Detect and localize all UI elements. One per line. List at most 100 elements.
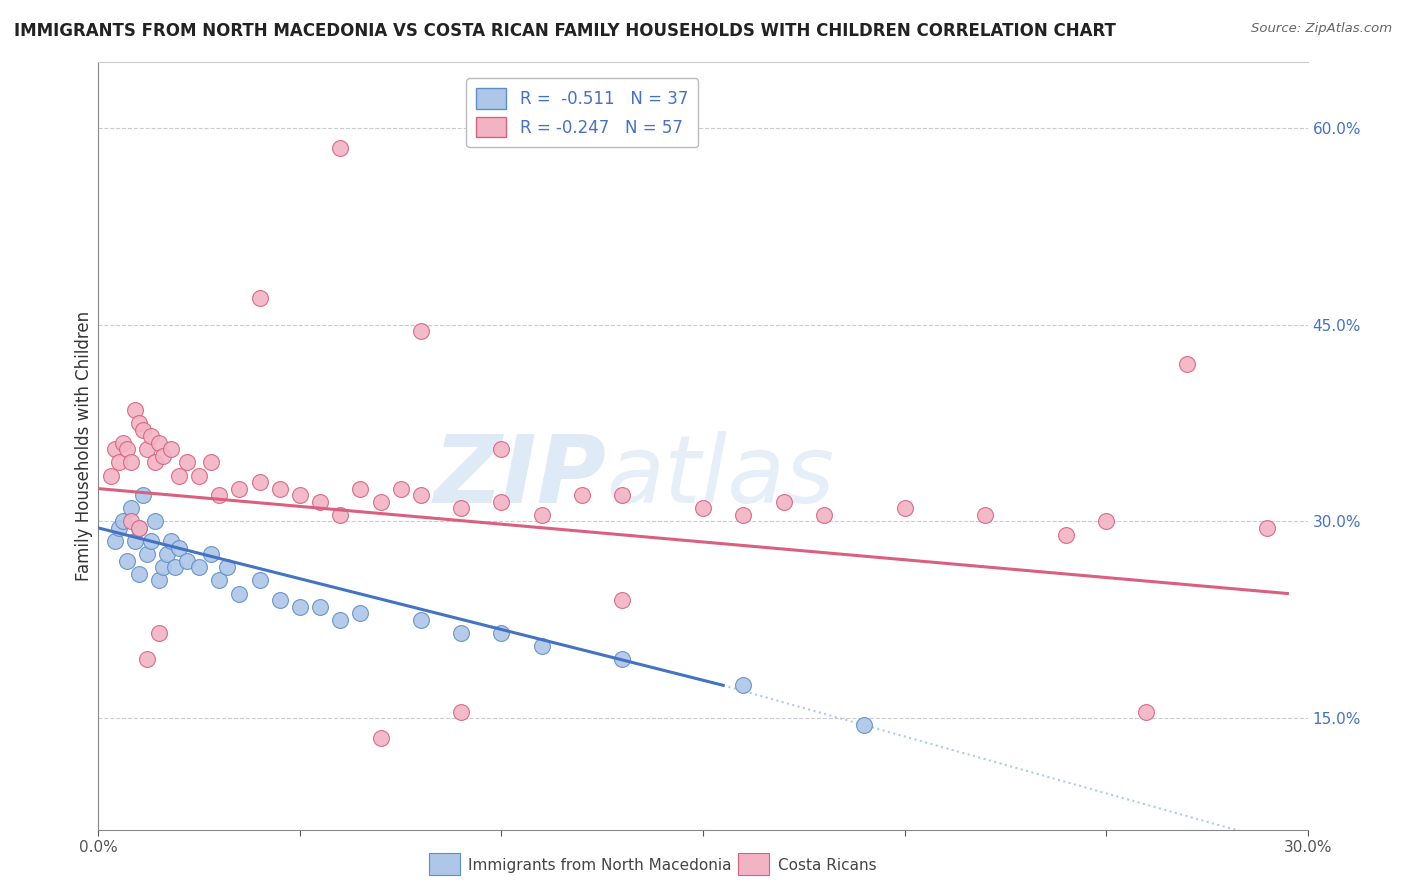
Point bbox=[329, 141, 352, 155]
Point bbox=[491, 442, 513, 457]
Point bbox=[288, 599, 311, 614]
Point bbox=[208, 488, 231, 502]
Point bbox=[111, 515, 134, 529]
Point bbox=[612, 652, 634, 666]
Point bbox=[409, 324, 432, 338]
Point bbox=[1095, 515, 1118, 529]
Point bbox=[349, 482, 371, 496]
Point bbox=[148, 435, 170, 450]
FancyBboxPatch shape bbox=[738, 853, 769, 875]
Point bbox=[491, 494, 513, 508]
Text: Immigrants from North Macedonia: Immigrants from North Macedonia bbox=[468, 857, 731, 872]
Point bbox=[228, 586, 250, 600]
Point bbox=[329, 508, 352, 522]
Point bbox=[530, 508, 553, 522]
Point bbox=[409, 488, 432, 502]
Point bbox=[120, 501, 142, 516]
Point bbox=[389, 482, 412, 496]
Point bbox=[135, 442, 157, 457]
Point bbox=[309, 599, 332, 614]
Point bbox=[200, 455, 222, 469]
Point bbox=[733, 678, 755, 692]
Point bbox=[107, 521, 129, 535]
Point bbox=[132, 488, 155, 502]
Text: ZIP: ZIP bbox=[433, 431, 606, 523]
Point bbox=[853, 717, 876, 731]
Point bbox=[450, 501, 472, 516]
Point bbox=[160, 442, 183, 457]
Point bbox=[612, 593, 634, 607]
Point bbox=[1175, 357, 1198, 371]
Point bbox=[128, 416, 150, 430]
Point bbox=[1256, 521, 1278, 535]
Point bbox=[208, 574, 231, 588]
Point bbox=[160, 534, 183, 549]
Point bbox=[329, 613, 352, 627]
Point bbox=[612, 488, 634, 502]
Legend: R =  -0.511   N = 37, R = -0.247   N = 57: R = -0.511 N = 37, R = -0.247 N = 57 bbox=[467, 78, 697, 147]
Point bbox=[269, 593, 291, 607]
Point bbox=[143, 515, 166, 529]
Point bbox=[128, 566, 150, 581]
Point bbox=[128, 521, 150, 535]
Text: Source: ZipAtlas.com: Source: ZipAtlas.com bbox=[1251, 22, 1392, 36]
Point bbox=[120, 515, 142, 529]
Point bbox=[167, 541, 190, 555]
Point bbox=[288, 488, 311, 502]
Point bbox=[450, 625, 472, 640]
Point bbox=[530, 639, 553, 653]
Point bbox=[450, 705, 472, 719]
Point bbox=[135, 652, 157, 666]
Point bbox=[156, 547, 179, 561]
Point bbox=[974, 508, 997, 522]
Point bbox=[349, 606, 371, 620]
Point bbox=[188, 560, 211, 574]
Point bbox=[491, 625, 513, 640]
Point bbox=[893, 501, 915, 516]
Point bbox=[132, 423, 155, 437]
Point bbox=[249, 475, 271, 489]
Y-axis label: Family Households with Children: Family Households with Children bbox=[75, 311, 93, 581]
Point bbox=[115, 554, 138, 568]
Point bbox=[571, 488, 593, 502]
Text: IMMIGRANTS FROM NORTH MACEDONIA VS COSTA RICAN FAMILY HOUSEHOLDS WITH CHILDREN C: IMMIGRANTS FROM NORTH MACEDONIA VS COSTA… bbox=[14, 22, 1116, 40]
Point bbox=[269, 482, 291, 496]
Point bbox=[124, 403, 146, 417]
Point bbox=[128, 521, 150, 535]
Point bbox=[152, 449, 174, 463]
Point bbox=[370, 731, 392, 745]
Point bbox=[103, 534, 125, 549]
Point bbox=[139, 429, 162, 443]
Text: Costa Ricans: Costa Ricans bbox=[778, 857, 876, 872]
Point bbox=[217, 560, 239, 574]
Point bbox=[200, 547, 222, 561]
Point bbox=[139, 534, 162, 549]
Point bbox=[249, 292, 271, 306]
Point bbox=[111, 435, 134, 450]
Point bbox=[148, 625, 170, 640]
Point bbox=[135, 547, 157, 561]
Point bbox=[176, 554, 198, 568]
Point bbox=[152, 560, 174, 574]
Point bbox=[1054, 527, 1077, 541]
Point bbox=[100, 468, 122, 483]
Point bbox=[124, 534, 146, 549]
Point bbox=[228, 482, 250, 496]
Point bbox=[813, 508, 835, 522]
Point bbox=[107, 455, 129, 469]
Point bbox=[772, 494, 794, 508]
Point bbox=[370, 494, 392, 508]
Point bbox=[120, 455, 142, 469]
Point bbox=[188, 468, 211, 483]
Point bbox=[692, 501, 714, 516]
Point bbox=[409, 613, 432, 627]
Point bbox=[733, 508, 755, 522]
Point bbox=[249, 574, 271, 588]
Point bbox=[176, 455, 198, 469]
FancyBboxPatch shape bbox=[429, 853, 460, 875]
Point bbox=[143, 455, 166, 469]
Point bbox=[148, 574, 170, 588]
Point bbox=[1135, 705, 1157, 719]
Text: atlas: atlas bbox=[606, 431, 835, 522]
Point bbox=[103, 442, 125, 457]
